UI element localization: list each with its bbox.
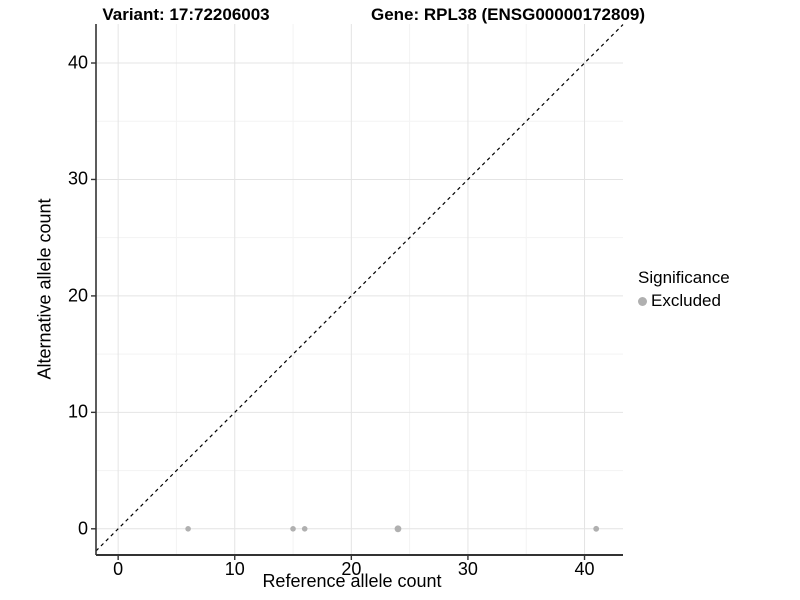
data-point xyxy=(394,525,402,533)
legend: Significance Excluded xyxy=(638,268,730,311)
gene-title: Gene: RPL38 (ENSG00000172809) xyxy=(370,5,646,24)
x-tick-label: 10 xyxy=(224,559,245,579)
x-tick-label: 30 xyxy=(457,559,478,579)
legend-item-label: Excluded xyxy=(651,291,721,310)
data-point xyxy=(185,525,191,532)
x-tick-label: 0 xyxy=(113,559,124,579)
excluded-point-icon xyxy=(638,296,647,306)
y-axis-title: Alternative allele count xyxy=(34,198,55,380)
data-point xyxy=(290,525,296,532)
y-tick-label: 40 xyxy=(67,52,88,73)
legend-item-excluded: Excluded xyxy=(638,291,730,311)
variant-title: Variant: 17:72206003 xyxy=(102,5,270,24)
y-tick-label: 0 xyxy=(77,518,88,539)
identity-line xyxy=(95,24,624,552)
legend-title: Significance xyxy=(638,268,730,287)
y-tick-label: 20 xyxy=(67,285,88,306)
x-tick-label: 20 xyxy=(341,559,362,579)
data-point xyxy=(593,525,600,532)
data-point xyxy=(301,525,308,532)
x-tick-label: 40 xyxy=(574,559,595,579)
y-tick-label: 10 xyxy=(67,401,88,422)
y-tick-label: 30 xyxy=(67,168,88,189)
x-axis-title: Reference allele count xyxy=(262,571,442,591)
